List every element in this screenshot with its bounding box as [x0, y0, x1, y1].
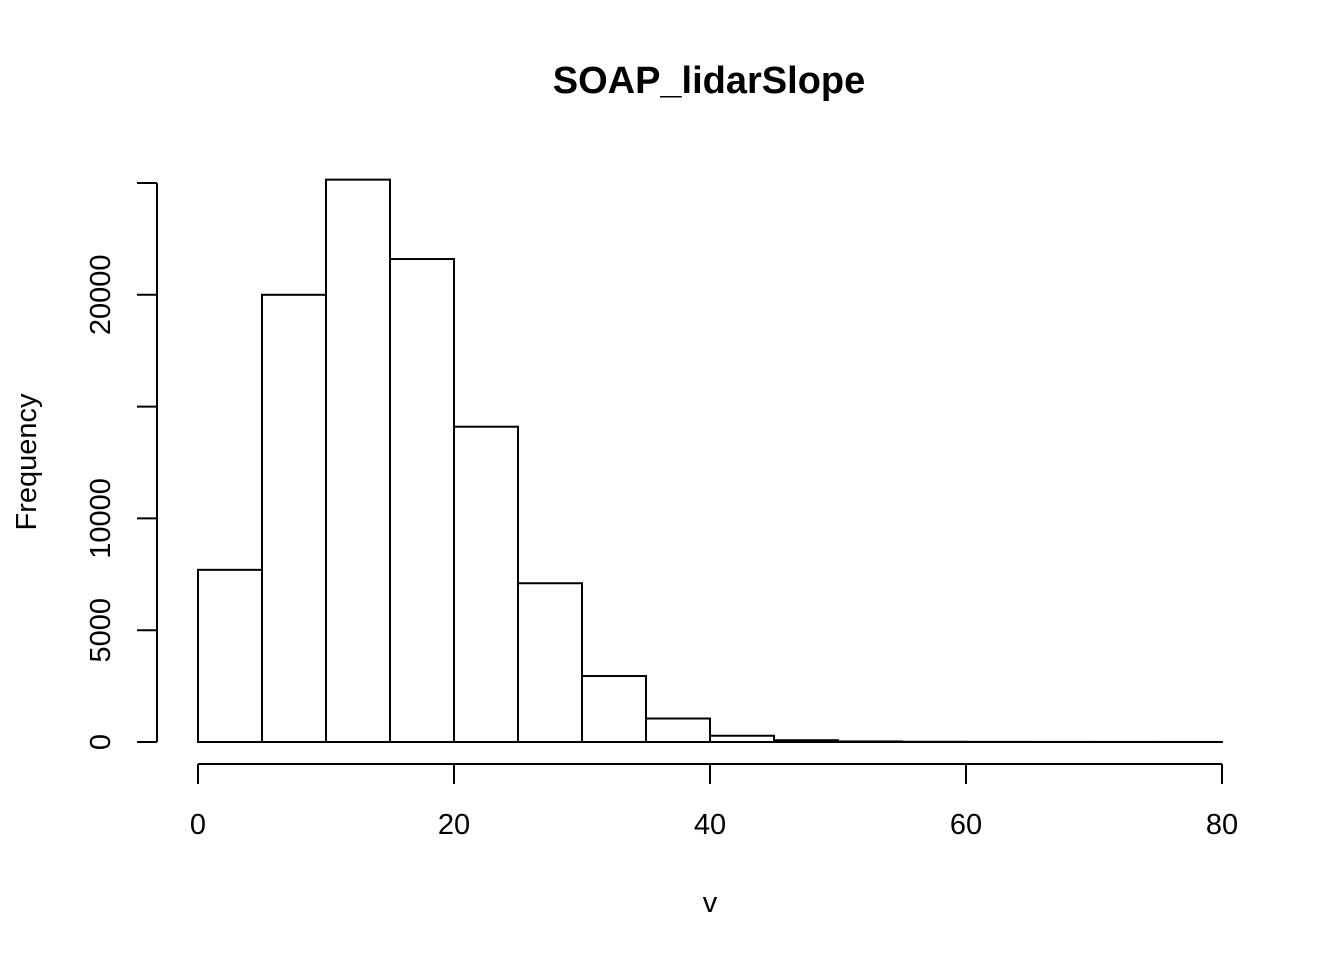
- histogram-bar: [325, 178, 391, 743]
- histogram-bar: [197, 568, 263, 743]
- histogram-bar: [517, 582, 583, 744]
- histogram-bars: [197, 178, 1223, 744]
- histogram-bar: [453, 425, 519, 743]
- histogram-bar: [389, 258, 455, 743]
- y-axis: 0 5000 10000 20000: [85, 182, 158, 750]
- histogram-bar: [837, 740, 903, 743]
- histogram-bar: [773, 739, 839, 743]
- y-tick-label: 0: [85, 734, 117, 750]
- histogram-bar: [645, 717, 711, 743]
- x-tick-label: 40: [694, 809, 726, 841]
- chart-title: SOAP_lidarSlope: [553, 60, 866, 102]
- x-tick-label: 0: [190, 809, 206, 841]
- x-tick-label: 80: [1206, 809, 1238, 841]
- y-tick-label: 20000: [85, 254, 117, 335]
- y-tick-label: 5000: [85, 598, 117, 663]
- x-tick-label: 60: [950, 809, 982, 841]
- x-tick-label: 20: [438, 809, 470, 841]
- y-axis-label: Frequency: [11, 393, 43, 531]
- histogram-bar: [709, 734, 775, 743]
- histogram-bar: [581, 675, 647, 744]
- y-tick-label: 10000: [85, 478, 117, 559]
- histogram-bar: [261, 293, 327, 743]
- x-axis: 0 20 40 60 80: [190, 763, 1238, 841]
- x-axis-label: v: [703, 887, 718, 919]
